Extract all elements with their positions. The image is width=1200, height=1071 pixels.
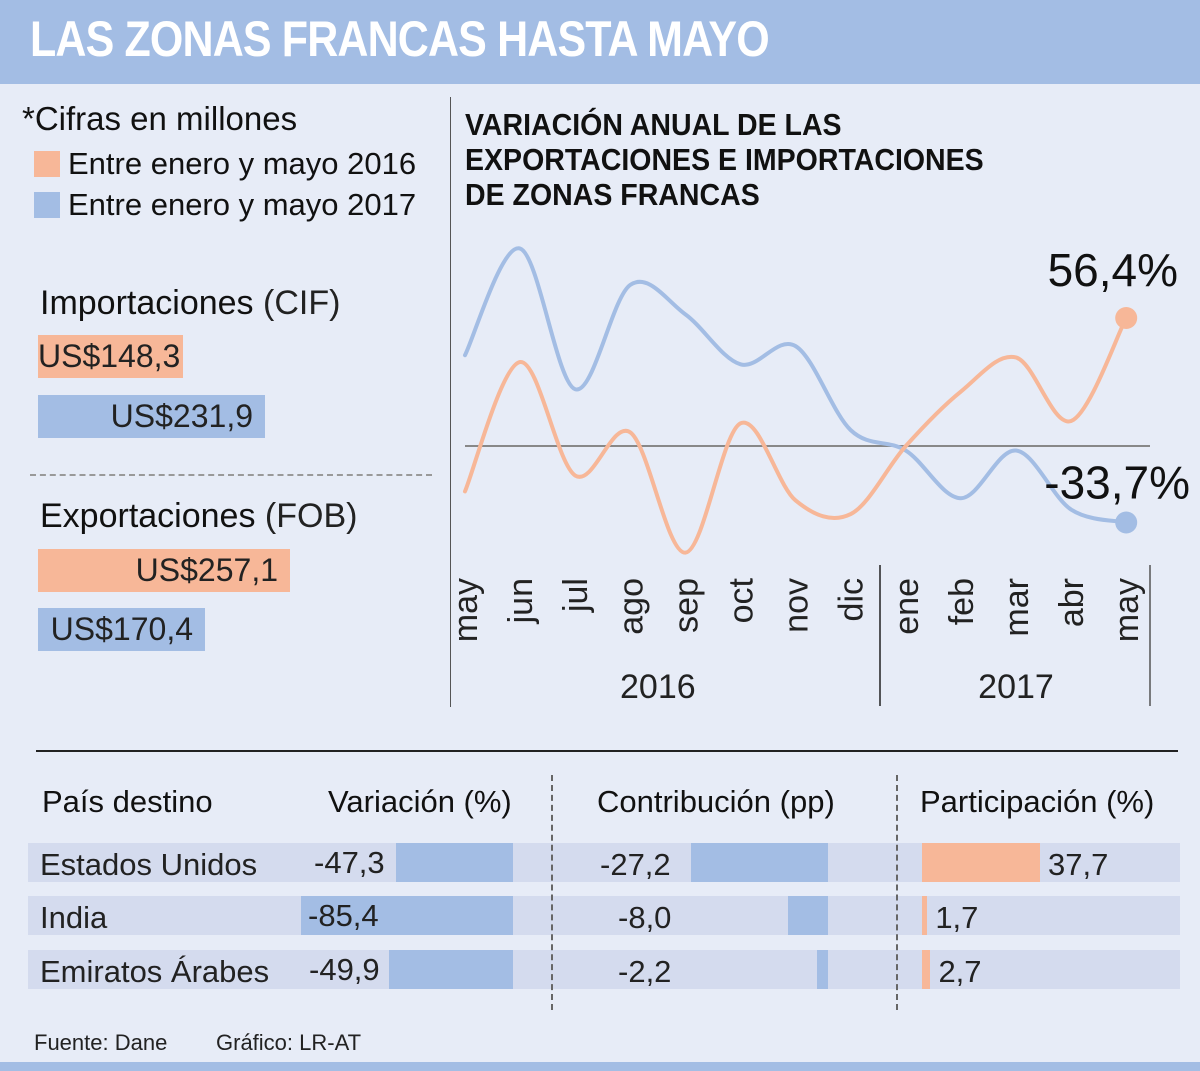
month-tick-label: jun bbox=[502, 578, 540, 624]
country-name: Estados Unidos bbox=[40, 847, 258, 882]
end-value-label: 56,4% bbox=[1048, 244, 1178, 296]
month-tick-label: oct bbox=[723, 577, 761, 623]
line-chart: -33,7%56,4%may jun jul ago sep oct nov dic ene fe… bbox=[447, 244, 1190, 706]
legend-swatch-blue bbox=[34, 192, 60, 218]
year-label: 2017 bbox=[978, 668, 1054, 706]
imports-title: Importaciones (CIF) bbox=[40, 284, 340, 323]
legend-label: Entre enero y mayo 2017 bbox=[68, 187, 417, 222]
legend-swatch-orange bbox=[34, 151, 60, 177]
participacion-value: 37,7 bbox=[1048, 847, 1109, 882]
col-header-country: País destino bbox=[42, 784, 213, 819]
exports-title: Exportaciones (FOB) bbox=[40, 497, 357, 536]
chart-title-line: EXPORTACIONES E IMPORTACIONES bbox=[465, 142, 984, 177]
month-tick-label: feb bbox=[943, 578, 981, 625]
exports-subtitle: (FOB) bbox=[264, 497, 358, 535]
contribucion-value: -27,2 bbox=[600, 847, 671, 882]
series-line-orange bbox=[463, 315, 1129, 555]
variacion-bar bbox=[395, 843, 513, 882]
legend-item-2016: Entre enero y mayo 2016 bbox=[34, 146, 416, 182]
participacion-bar bbox=[922, 950, 931, 989]
variacion-bar bbox=[389, 950, 513, 989]
month-tick-label: ene bbox=[888, 578, 926, 635]
variacion-value: -49,9 bbox=[309, 952, 380, 987]
column-divider bbox=[551, 775, 553, 1010]
col-header-contribucion: Contribución (pp) bbox=[597, 784, 835, 819]
section-divider bbox=[30, 474, 432, 476]
year-label: 2016 bbox=[620, 668, 696, 706]
chart-title-line: VARIACIÓN ANUAL DE LAS bbox=[465, 107, 842, 142]
month-tick-label: ago bbox=[612, 578, 650, 635]
country-name: Emiratos Árabes bbox=[40, 954, 270, 989]
contribucion-value: -2,2 bbox=[618, 954, 672, 989]
variacion-value: -47,3 bbox=[314, 845, 385, 880]
contribucion-bar bbox=[787, 896, 828, 935]
participacion-bar bbox=[922, 843, 1040, 882]
exports-title-text: Exportaciones bbox=[40, 497, 256, 535]
header-banner: LAS ZONAS FRANCAS HASTA MAYO bbox=[0, 0, 1200, 84]
chart-left-border bbox=[450, 97, 451, 707]
source-note: Fuente: Dane bbox=[34, 1030, 168, 1055]
col-header-participacion: Participación (%) bbox=[920, 784, 1155, 819]
table-top-rule bbox=[36, 750, 1178, 752]
imports-title-text: Importaciones bbox=[40, 284, 254, 322]
table-row bbox=[28, 896, 1180, 935]
series-end-marker bbox=[1115, 306, 1138, 329]
contribucion-value: -8,0 bbox=[618, 900, 672, 935]
month-tick-label: sep bbox=[667, 578, 705, 633]
end-value-label: -33,7% bbox=[1044, 456, 1190, 508]
imports-subtitle: (CIF) bbox=[263, 284, 341, 322]
month-tick-label: jul bbox=[557, 578, 595, 613]
contribucion-bar bbox=[816, 950, 828, 989]
exports-bar-2017: US$170,4 bbox=[38, 608, 205, 651]
series-end-marker bbox=[1115, 511, 1138, 534]
month-tick-label: abr bbox=[1053, 578, 1091, 627]
legend-item-2017: Entre enero y mayo 2017 bbox=[34, 187, 416, 223]
imports-bar-2016: US$148,3 bbox=[38, 335, 183, 378]
table-row bbox=[28, 950, 1180, 989]
chart-title-line: DE ZONAS FRANCAS bbox=[465, 177, 760, 212]
month-tick-label: dic bbox=[833, 578, 871, 621]
month-tick-label: may bbox=[1108, 578, 1146, 642]
variacion-value: -85,4 bbox=[308, 898, 379, 933]
month-tick-label: nov bbox=[778, 578, 816, 633]
col-header-variacion: Variación (%) bbox=[328, 784, 512, 819]
footer-bar bbox=[0, 1062, 1200, 1071]
page-title: LAS ZONAS FRANCAS HASTA MAYO bbox=[30, 11, 770, 67]
series-line-blue bbox=[463, 246, 1129, 525]
units-note: *Cifras en millones bbox=[22, 100, 298, 137]
column-divider bbox=[896, 775, 898, 1010]
participacion-bar bbox=[922, 896, 928, 935]
variacion-bar bbox=[301, 896, 513, 935]
participacion-value: 1,7 bbox=[935, 900, 979, 935]
chart-title: VARIACIÓN ANUAL DE LAS EXPORTACIONES E I… bbox=[465, 107, 984, 212]
imports-bar-2017: US$231,9 bbox=[38, 395, 265, 438]
contribucion-bar bbox=[691, 843, 828, 882]
month-tick-label: mar bbox=[998, 578, 1036, 637]
exports-bar-2016: US$257,1 bbox=[38, 549, 290, 592]
graphic-credit: Gráfico: LR-AT bbox=[216, 1030, 362, 1055]
month-tick-label: may bbox=[447, 578, 485, 642]
participacion-value: 2,7 bbox=[938, 954, 982, 989]
country-name: India bbox=[40, 900, 108, 935]
legend-label: Entre enero y mayo 2016 bbox=[68, 146, 417, 181]
